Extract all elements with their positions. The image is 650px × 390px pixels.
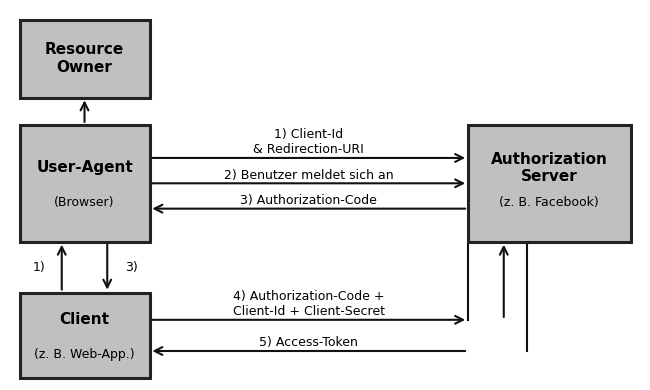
FancyBboxPatch shape [468, 125, 630, 242]
Text: Authorization
Server: Authorization Server [491, 151, 608, 184]
Text: 1) Client-Id
& Redirection-URI: 1) Client-Id & Redirection-URI [254, 128, 364, 156]
Text: (z. B. Web-App.): (z. B. Web-App.) [34, 348, 135, 362]
Text: User-Agent: User-Agent [36, 160, 133, 175]
Text: Resource
Owner: Resource Owner [45, 42, 124, 75]
Text: 2) Benutzer meldet sich an: 2) Benutzer meldet sich an [224, 169, 393, 182]
FancyBboxPatch shape [20, 20, 150, 98]
Text: 4) Authorization-Code +
Client-Id + Client-Secret: 4) Authorization-Code + Client-Id + Clie… [233, 290, 385, 318]
FancyBboxPatch shape [20, 125, 150, 242]
Text: 1): 1) [32, 261, 46, 274]
Text: 3) Authorization-Code: 3) Authorization-Code [240, 194, 377, 207]
Text: 5) Access-Token: 5) Access-Token [259, 337, 358, 349]
Text: (z. B. Facebook): (z. B. Facebook) [499, 196, 599, 209]
Text: (Browser): (Browser) [54, 196, 115, 209]
FancyBboxPatch shape [20, 292, 150, 378]
Text: Client: Client [60, 312, 109, 327]
Text: 3): 3) [125, 261, 138, 274]
